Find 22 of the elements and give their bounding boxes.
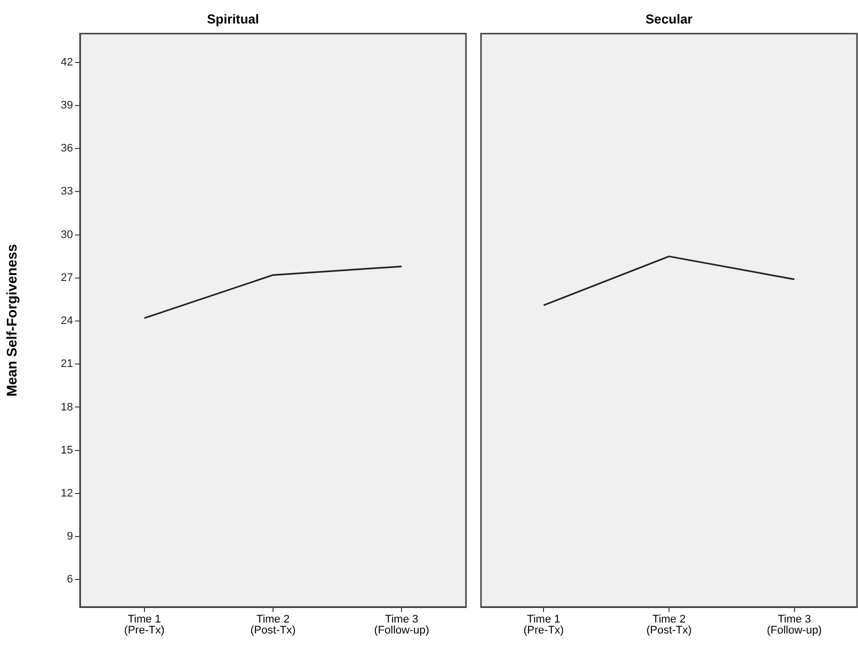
x-tick-label: Time 1 (Pre-Tx): [524, 614, 564, 637]
y-tick-label: 21: [60, 358, 73, 370]
x-tick-label: Time 2 (Post-Tx): [250, 614, 296, 637]
y-tick-label: 18: [60, 401, 73, 414]
y-tick-label: 12: [60, 488, 73, 500]
x-tick-label: Time 3 (Follow-up): [374, 614, 430, 637]
y-tick-label: 39: [60, 99, 73, 112]
y-tick-label: 24: [60, 315, 73, 328]
y-tick-label: 42: [60, 56, 73, 68]
y-tick-label: 36: [60, 142, 73, 155]
y-tick-label: 30: [60, 228, 73, 241]
x-tick-label: Time 2 (Post-Tx): [646, 614, 692, 637]
x-tick-label: Time 1 (Pre-Tx): [124, 614, 164, 637]
chart-title: Spiritual: [206, 11, 260, 26]
y-tick-label: 15: [60, 444, 73, 456]
chart-title: Secular: [646, 11, 692, 26]
x-tick-label: Time 3 (Follow-up): [766, 614, 822, 637]
y-tick-label: 27: [60, 272, 73, 284]
y-axis-title: Mean Self-Forgiveness: [3, 244, 20, 397]
y-tick-label: 9: [66, 530, 73, 543]
y-tick-label: 33: [60, 186, 73, 198]
y-tick-label: 6: [66, 574, 73, 586]
